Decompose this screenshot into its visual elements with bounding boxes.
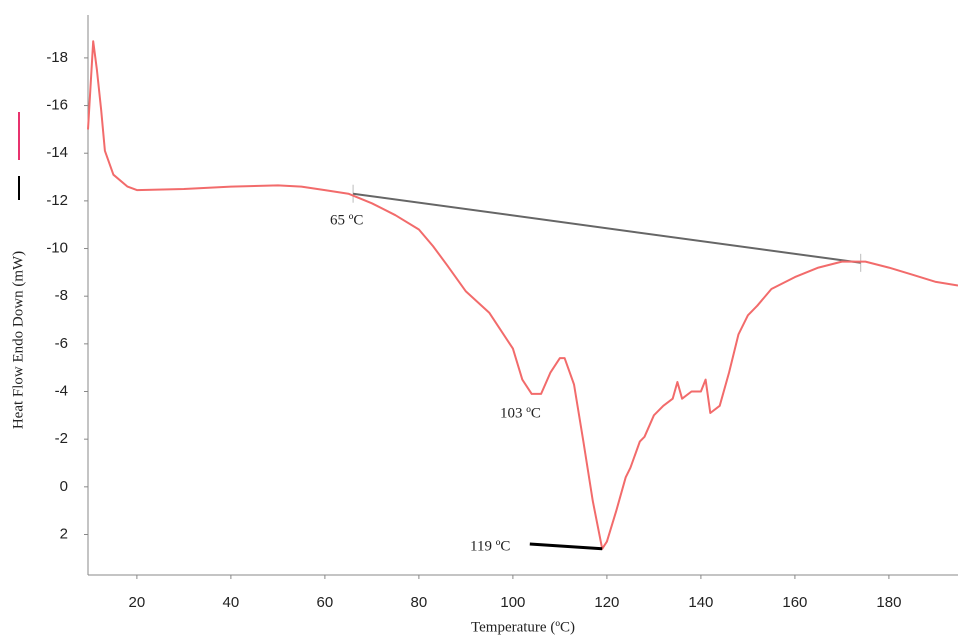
x-tick-label: 40	[223, 594, 240, 611]
annotation: 103 ºC	[500, 405, 541, 421]
y-tick-label: -18	[46, 49, 68, 66]
y-tick-label: -14	[46, 144, 68, 161]
y-tick-label: -12	[46, 192, 68, 209]
y-tick-label: 0	[60, 478, 68, 495]
x-tick-label: 100	[500, 594, 525, 611]
y-tick-label: -16	[46, 97, 68, 114]
y-tick-label: 2	[60, 525, 68, 542]
x-tick-label: 140	[688, 594, 713, 611]
y-axis-label: Heat Flow Endo Down (mW)	[10, 251, 26, 429]
baseline	[352, 192, 861, 264]
y-tick-label: -8	[55, 287, 68, 304]
y-tick-label: -4	[55, 382, 68, 399]
x-tick-label: 180	[876, 594, 901, 611]
x-tick-label: 160	[782, 594, 807, 611]
x-tick-label: 60	[317, 594, 334, 611]
y-tick-label: -10	[46, 240, 68, 257]
annotation: 119 ºC	[470, 538, 510, 554]
pointer-line	[529, 542, 603, 551]
y-tick-label: -6	[55, 335, 68, 352]
dsc-curve	[87, 40, 958, 550]
x-tick-label: 80	[411, 594, 428, 611]
x-tick-label: 120	[594, 594, 619, 611]
y-tick-label: -2	[55, 430, 68, 447]
x-tick-label: 20	[129, 594, 146, 611]
annotation: 65 ºC	[330, 212, 363, 228]
x-axis-label: Temperature (ºC)	[471, 619, 575, 635]
